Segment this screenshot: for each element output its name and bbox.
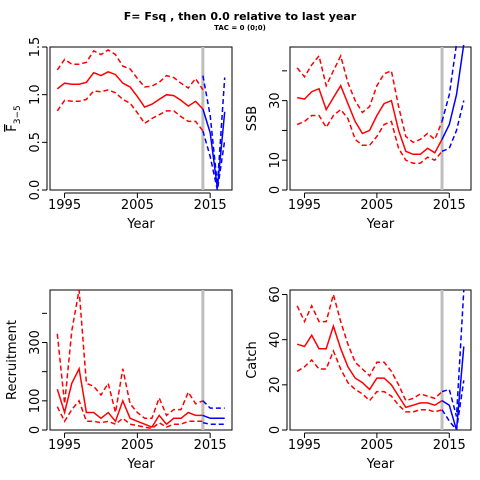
y-tick-label: 10 [268,152,283,169]
y-tick-label: 100 [28,388,43,413]
y-axis-label: F3−5 [5,105,23,131]
projection-upper-line [441,289,465,417]
plot-frame [49,289,233,431]
panel-catch: 1995 2005 2015 0 20 40 60 Year Catch [245,286,472,472]
projection-lower-line [441,100,465,152]
projection-median-line [441,346,465,430]
panel-ssb: 1995 2005 2015 0 10 30 Year SSB [245,45,472,232]
y-axis-label: SSB [245,106,260,131]
historical-lower-line [296,108,443,164]
x-tick-label: 2005 [121,198,154,213]
y-tick-label: 1.5 [28,37,43,58]
historical-lower-line [56,89,204,132]
y-tick-label: 0 [268,186,283,194]
projection-lower-line [202,130,226,190]
x-tick-label: 1995 [48,438,81,453]
projection-lower-line [441,380,465,430]
y-tick-label: 1.0 [28,84,43,105]
y-tick-label: 0 [28,426,43,434]
y-axis-label: Recruitment [5,320,20,400]
historical-median-line [297,84,443,156]
historical-lower-line [296,348,443,413]
x-tick-label: 2005 [360,438,393,453]
y-axis-label-main: F [5,124,20,131]
plot-frame [289,289,472,431]
historical-median-line [56,70,204,110]
x-tick-label: 2015 [433,198,466,213]
x-axis-label: Year [366,457,395,472]
y-tick-label: 0.5 [28,132,43,153]
y-tick-label: 0.0 [28,180,43,201]
y-tick-label: 40 [268,331,283,348]
x-axis-label: Year [366,217,395,232]
historical-median-line [56,366,203,429]
y-tick-label: 300 [28,330,43,355]
historical-upper-line [56,49,204,91]
x-axis-label: Year [126,217,155,232]
projection-upper-line [202,400,225,409]
x-axis-label: Year [126,457,155,472]
x-tick-label: 2015 [194,438,227,453]
y-tick-label: 60 [268,286,283,303]
x-tick-label: 1995 [288,198,321,213]
figure-subtitle: TAC = 0 (0;0) [214,24,266,32]
projection-median-line [441,45,465,140]
x-tick-label: 2005 [360,198,393,213]
historical-median-line [296,323,443,409]
projection-median-line [202,108,226,189]
y-tick-label: 0 [268,426,283,434]
projection-median-line [202,414,225,420]
x-tick-label: 2015 [433,438,466,453]
historical-upper-line [296,291,443,402]
projection-lower-line [202,421,225,425]
historical-upper-line [56,289,204,420]
plot-frame [49,46,233,191]
historical-upper-line [296,53,443,144]
historical-lower-line [56,399,203,430]
x-tick-label: 2005 [121,438,154,453]
x-tick-label: 1995 [288,438,321,453]
y-axis-label: Catch [245,341,260,379]
x-tick-label: 2015 [194,198,227,213]
y-tick-label: 30 [268,92,283,109]
plot-frame [289,46,472,191]
x-tick-label: 1995 [48,198,81,213]
panel-recruitment: 1995 2005 2015 0 100 300 Year Recruitment [5,289,233,472]
y-tick-label: 20 [268,377,283,394]
projection-upper-line [202,75,226,186]
y-axis-label-sub: 3−5 [13,105,23,124]
figure-title: F= Fsq , then 0.0 relative to last year [124,10,357,23]
panel-f: 1995 2005 2015 0.0 0.5 1.0 1.5 Year F3−5 [5,37,233,232]
panels-group: 1995 2005 2015 0.0 0.5 1.0 1.5 Year F3−5 1995 2005… [5,37,472,472]
